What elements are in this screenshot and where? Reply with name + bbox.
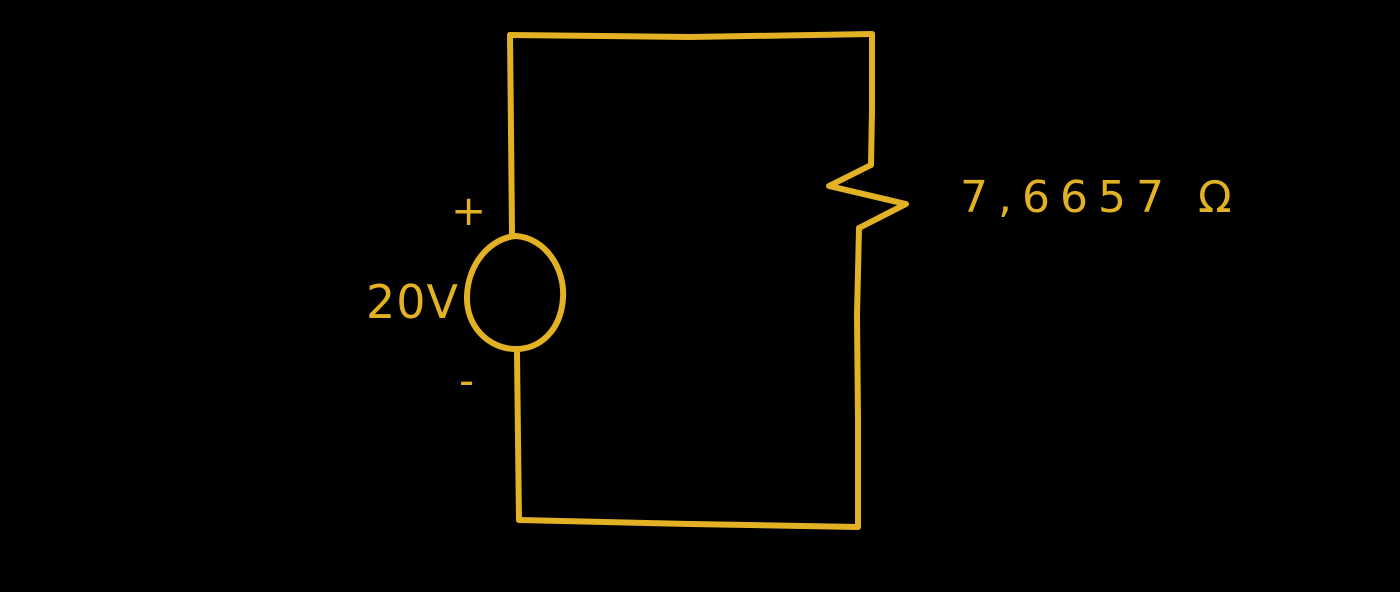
positive-terminal-sign: +	[451, 186, 486, 235]
left-upper-wire	[507, 32, 515, 238]
resistor-symbol	[826, 162, 909, 231]
voltage-label: 20V	[366, 275, 459, 329]
top-wire	[507, 31, 875, 40]
negative-terminal-sign: -	[459, 356, 474, 405]
resistance-label: 7,6657 Ω	[960, 172, 1242, 223]
voltage-source-symbol	[463, 233, 567, 353]
right-lower-wire	[854, 225, 862, 530]
left-lower-wire	[514, 349, 522, 523]
bottom-wire	[516, 517, 861, 530]
right-upper-wire	[868, 31, 875, 168]
